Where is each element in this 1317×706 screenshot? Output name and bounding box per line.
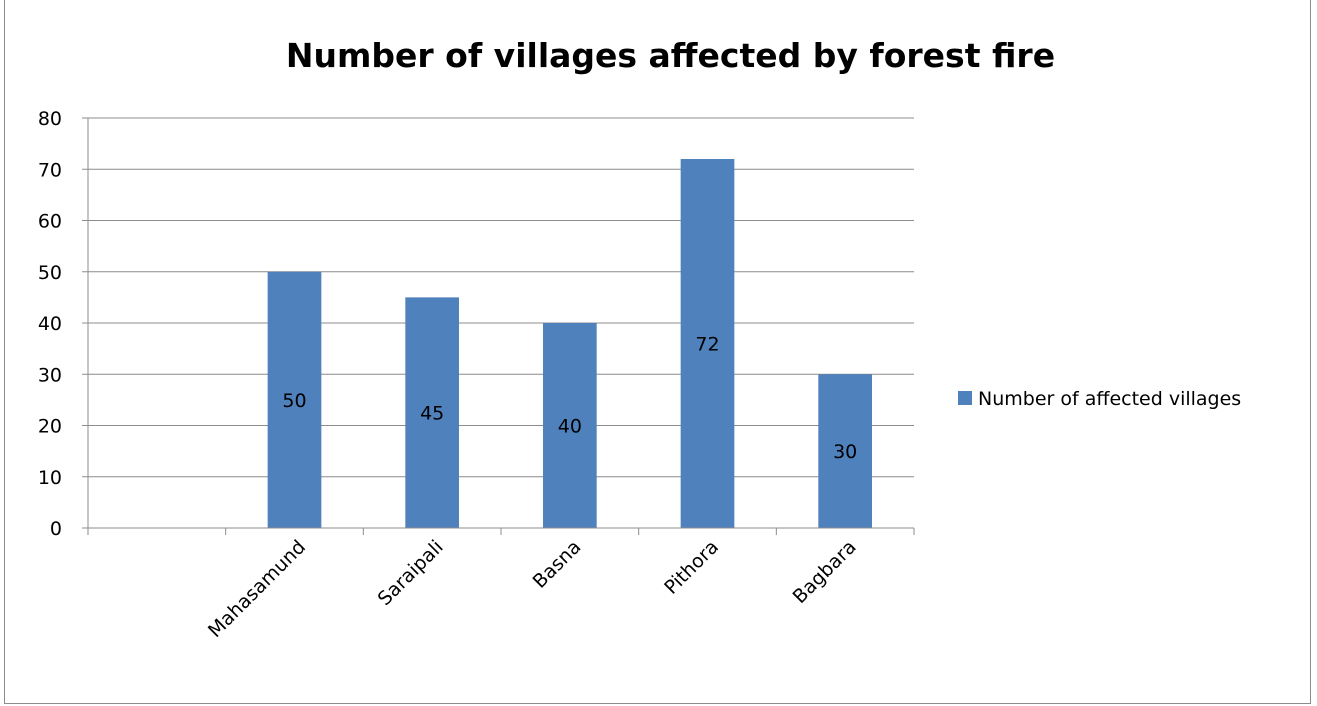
- x-category-label: Saraipali: [374, 536, 448, 610]
- data-label: 30: [833, 441, 857, 463]
- bars: [267, 159, 873, 528]
- y-tick-label: 20: [38, 416, 62, 438]
- y-tick-label: 40: [38, 313, 62, 335]
- x-category-label: Pithora: [660, 536, 723, 599]
- legend: Number of affected villages: [958, 388, 1241, 410]
- y-tick-label: 60: [38, 211, 62, 233]
- x-axis-ticks: Mahasamund Saraipali Basna Pithora Bagbara: [87, 528, 915, 642]
- y-tick-label: 0: [50, 518, 62, 540]
- x-category-label: Bagbara: [789, 536, 861, 608]
- y-tick-label: 30: [38, 364, 62, 386]
- chart-frame: [4, 0, 1311, 704]
- bar: [818, 374, 873, 528]
- gridlines: [88, 117, 914, 478]
- data-label: 72: [695, 334, 719, 356]
- y-tick-label: 70: [38, 159, 62, 181]
- y-tick-label: 80: [38, 108, 62, 130]
- data-label: 45: [420, 403, 444, 425]
- bar: [267, 271, 322, 528]
- data-label: 40: [558, 416, 582, 438]
- x-category-label: Basna: [529, 536, 586, 593]
- legend-label: Number of affected villages: [978, 388, 1241, 410]
- bar: [680, 159, 735, 528]
- legend-swatch: [958, 391, 972, 405]
- bar: [542, 323, 597, 528]
- y-tick-label: 50: [38, 262, 62, 284]
- y-axis-ticks: 0 10 20 30 40 50 60 70 80: [38, 108, 88, 540]
- bar: [405, 297, 460, 528]
- data-labels: 50 45 40 72 30: [282, 334, 857, 464]
- chart-title: Number of villages affected by forest fi…: [285, 36, 1056, 75]
- y-tick-label: 10: [38, 467, 62, 489]
- data-label: 50: [282, 390, 306, 412]
- x-category-label: Mahasamund: [204, 536, 310, 642]
